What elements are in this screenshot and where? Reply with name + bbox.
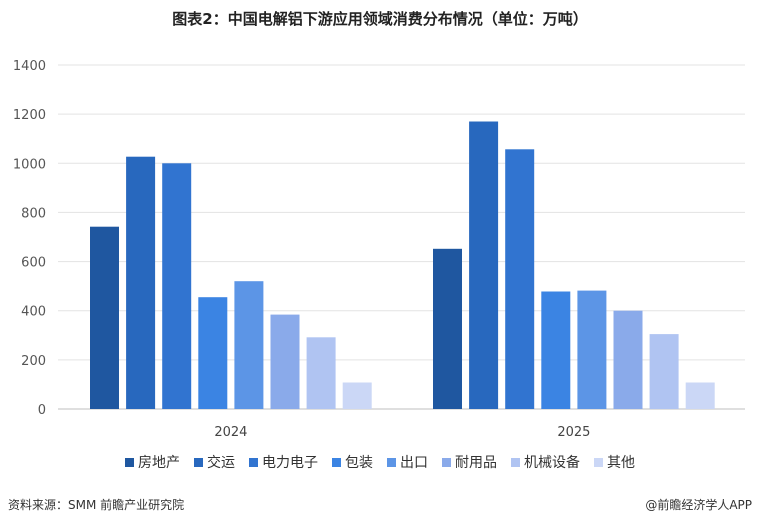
bar [198, 297, 228, 409]
legend-swatch [594, 457, 603, 467]
legend-swatch [511, 457, 520, 467]
bar [685, 382, 715, 409]
brand-note: @前瞻经济学人APP [645, 498, 752, 512]
bar [342, 382, 372, 409]
y-tick-label: 800 [21, 206, 46, 221]
bar [541, 291, 571, 409]
y-tick-label: 1200 [13, 108, 46, 123]
chart-title: 图表2：中国电解铝下游应用领域消费分布情况（单位：万吨） [172, 10, 588, 28]
bar [613, 310, 643, 409]
legend-item: 电力电子 [249, 452, 318, 472]
legend-item: 其他 [594, 452, 635, 472]
legend-swatch [442, 457, 451, 467]
x-tick-label: 2025 [557, 425, 590, 440]
legend-item: 交运 [194, 452, 235, 472]
bar [234, 281, 264, 409]
legend-label: 交运 [207, 455, 235, 471]
legend-swatch [194, 457, 203, 467]
legend-label: 电力电子 [262, 455, 318, 471]
legend-item: 机械设备 [511, 452, 580, 472]
bar [649, 334, 679, 409]
y-tick-label: 1400 [13, 59, 46, 74]
y-tick-label: 0 [38, 403, 46, 418]
bar-chart: 0 200 400 600 800 1000 1200 1400 2024 2025 [13, 59, 745, 440]
legend-label: 机械设备 [524, 455, 580, 471]
legend-label: 包装 [345, 455, 373, 471]
y-tick-label: 600 [21, 256, 46, 271]
source-note: 资料来源：SMM 前瞻产业研究院 [8, 498, 185, 512]
bar [433, 248, 462, 409]
legend-item: 耐用品 [442, 452, 497, 472]
bar [505, 149, 535, 410]
bar [306, 337, 336, 409]
y-tick-label: 1000 [13, 157, 46, 172]
bar [126, 156, 156, 409]
legend-swatch [332, 457, 341, 467]
bar [270, 314, 300, 409]
bar [577, 290, 607, 409]
bar [162, 163, 192, 409]
legend-swatch [125, 457, 134, 467]
legend-label: 房地产 [138, 455, 180, 471]
legend-swatch [387, 457, 396, 467]
legend-label: 出口 [400, 455, 428, 471]
bar [469, 121, 499, 409]
legend-swatch [249, 457, 258, 467]
legend-label: 其他 [607, 455, 635, 471]
x-tick-label: 2024 [214, 425, 247, 440]
y-tick-label: 400 [21, 305, 46, 320]
y-tick-label: 200 [21, 354, 46, 369]
legend-item: 房地产 [125, 452, 180, 472]
legend-item: 出口 [387, 452, 428, 472]
legend-item: 包装 [332, 452, 373, 472]
legend-label: 耐用品 [455, 455, 497, 471]
bar [90, 226, 119, 409]
chart-legend: 房地产 交运 电力电子 包装 出口 耐用品 机械设备 其他 [0, 452, 760, 472]
